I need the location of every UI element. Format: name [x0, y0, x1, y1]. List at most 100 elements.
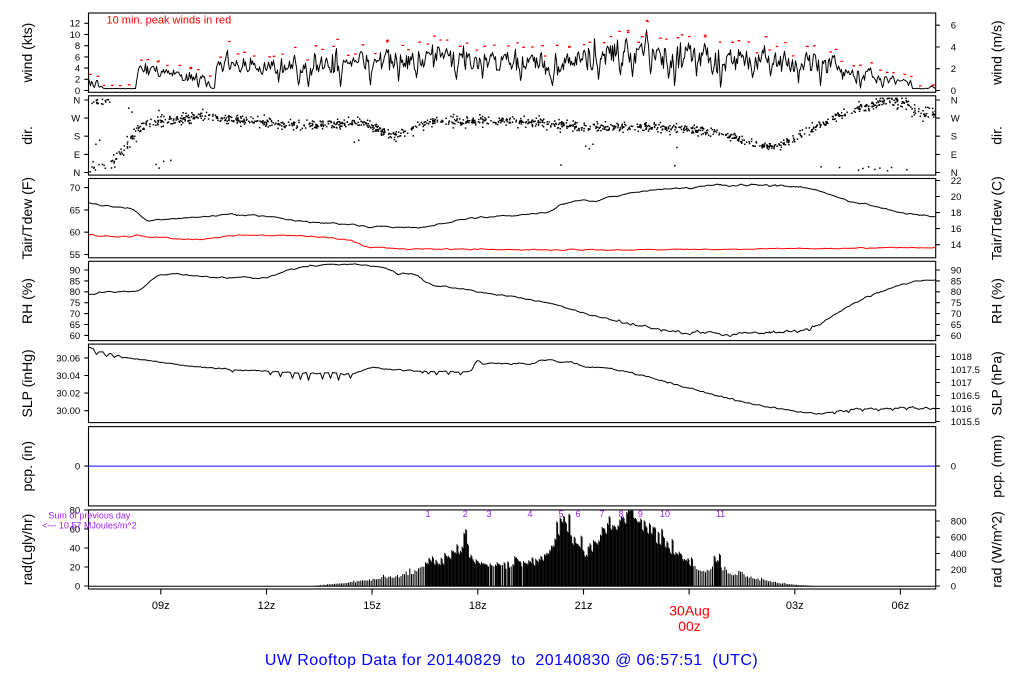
svg-text:0: 0: [951, 462, 956, 473]
svg-text:2: 2: [951, 64, 956, 75]
svg-text:800: 800: [951, 516, 967, 527]
svg-text:S: S: [951, 132, 957, 143]
svg-text:55: 55: [70, 250, 81, 261]
svg-text:0: 0: [75, 86, 80, 97]
svg-text:2: 2: [463, 509, 468, 519]
svg-text:4: 4: [527, 509, 532, 519]
svg-text:80: 80: [70, 287, 81, 298]
svg-text:18: 18: [951, 208, 962, 219]
svg-text:65: 65: [70, 320, 81, 331]
svg-text:09z: 09z: [152, 600, 170, 612]
svg-text:80: 80: [951, 287, 962, 298]
svg-text:1016.5: 1016.5: [951, 391, 980, 402]
svg-text:E: E: [951, 150, 957, 161]
svg-text:20: 20: [951, 192, 962, 203]
svg-text:22: 22: [951, 176, 962, 187]
svg-text:4: 4: [75, 64, 80, 75]
svg-text:W: W: [951, 114, 960, 125]
svg-text:90: 90: [951, 265, 962, 276]
svg-text:rad(Lgly/hr): rad(Lgly/hr): [19, 514, 35, 586]
svg-text:<--- 10.57 MJoules/m^2: <--- 10.57 MJoules/m^2: [42, 521, 137, 531]
svg-text:wind (m/s): wind (m/s): [989, 20, 1005, 86]
svg-text:03z: 03z: [786, 600, 804, 612]
svg-text:pcp. (in): pcp. (in): [19, 441, 35, 492]
svg-text:SLP (hPa): SLP (hPa): [989, 351, 1005, 415]
svg-text:W: W: [71, 114, 80, 125]
svg-text:30Aug: 30Aug: [669, 603, 709, 619]
svg-text:3: 3: [486, 509, 491, 519]
svg-text:SLP (inHg): SLP (inHg): [19, 349, 35, 417]
svg-text:20: 20: [70, 562, 81, 573]
svg-text:80: 80: [70, 505, 81, 516]
svg-text:0: 0: [75, 581, 80, 592]
svg-text:N: N: [73, 95, 80, 106]
svg-text:1: 1: [425, 509, 430, 519]
svg-text:4: 4: [951, 42, 956, 53]
svg-text:600: 600: [951, 533, 967, 544]
svg-text:70: 70: [70, 309, 81, 320]
svg-text:400: 400: [951, 549, 967, 560]
svg-text:85: 85: [951, 276, 962, 287]
svg-text:12: 12: [70, 19, 81, 30]
svg-text:65: 65: [951, 320, 962, 331]
svg-text:10 min. peak winds in red: 10 min. peak winds in red: [107, 15, 232, 27]
svg-text:RH (%): RH (%): [19, 278, 35, 324]
svg-text:60: 60: [70, 331, 81, 342]
svg-text:10: 10: [70, 30, 81, 41]
svg-text:0: 0: [951, 86, 956, 97]
svg-text:6: 6: [575, 509, 580, 519]
svg-text:S: S: [74, 132, 80, 143]
svg-text:30.02: 30.02: [56, 389, 80, 400]
svg-text:6: 6: [75, 52, 80, 63]
svg-text:75: 75: [70, 298, 81, 309]
svg-text:7: 7: [599, 509, 604, 519]
svg-text:65: 65: [70, 205, 81, 216]
svg-text:30.04: 30.04: [56, 371, 80, 382]
svg-text:30.00: 30.00: [56, 406, 80, 417]
svg-text:70: 70: [951, 309, 962, 320]
svg-text:16: 16: [951, 224, 962, 235]
svg-text:1017.5: 1017.5: [951, 365, 980, 376]
svg-text:10: 10: [660, 509, 670, 519]
svg-text:18z: 18z: [469, 600, 487, 612]
svg-text:RH (%): RH (%): [989, 278, 1005, 324]
svg-text:UW Rooftop Data for 20140829: UW Rooftop Data for 20140829 to 20140830…: [265, 652, 758, 669]
svg-text:Sum of previous day: Sum of previous day: [48, 511, 131, 521]
svg-text:5: 5: [558, 509, 563, 519]
svg-text:N: N: [73, 168, 80, 179]
svg-text:9: 9: [638, 509, 643, 519]
svg-text:15z: 15z: [363, 600, 381, 612]
svg-text:0: 0: [75, 462, 80, 473]
svg-text:40: 40: [70, 543, 81, 554]
svg-text:200: 200: [951, 565, 967, 576]
svg-text:0: 0: [951, 581, 956, 592]
svg-text:85: 85: [70, 276, 81, 287]
svg-text:12z: 12z: [258, 600, 276, 612]
svg-text:Tair/Tdew (C): Tair/Tdew (C): [989, 176, 1005, 260]
svg-text:1016: 1016: [951, 404, 972, 415]
svg-text:60: 60: [951, 331, 962, 342]
svg-text:rad (W/m^2): rad (W/m^2): [989, 511, 1005, 588]
svg-text:pcp. (mm): pcp. (mm): [989, 435, 1005, 498]
svg-text:75: 75: [951, 298, 962, 309]
svg-text:90: 90: [70, 265, 81, 276]
svg-text:11: 11: [716, 509, 725, 519]
svg-text:1015.5: 1015.5: [951, 417, 980, 428]
svg-text:00z: 00z: [678, 618, 701, 634]
svg-text:N: N: [951, 168, 958, 179]
svg-text:6: 6: [951, 21, 956, 32]
svg-text:21z: 21z: [575, 600, 593, 612]
svg-text:8: 8: [618, 509, 623, 519]
svg-text:8: 8: [75, 41, 80, 52]
svg-text:60: 60: [70, 228, 81, 239]
svg-text:60: 60: [70, 524, 81, 535]
svg-text:N: N: [951, 95, 958, 106]
svg-text:2: 2: [75, 75, 80, 86]
svg-text:E: E: [74, 150, 80, 161]
svg-text:Tair/Tdew (F): Tair/Tdew (F): [19, 177, 35, 259]
svg-text:1017: 1017: [951, 378, 972, 389]
svg-text:dir.: dir.: [989, 126, 1005, 145]
svg-text:14: 14: [951, 240, 962, 251]
svg-text:30.06: 30.06: [56, 353, 80, 364]
svg-text:06z: 06z: [892, 600, 910, 612]
